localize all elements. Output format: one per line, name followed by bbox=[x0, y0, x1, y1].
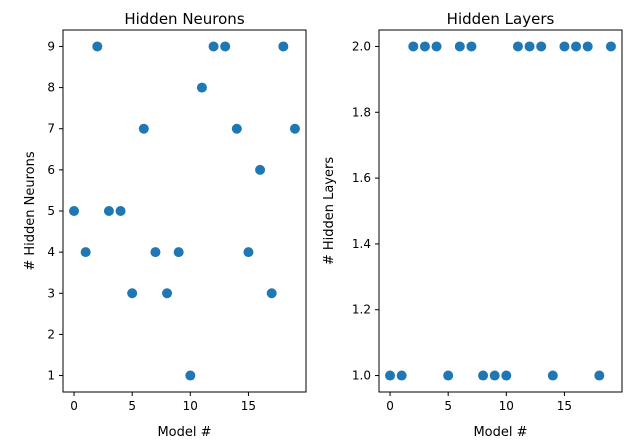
data-point bbox=[466, 41, 477, 52]
x-tick-label: 10 bbox=[183, 399, 198, 413]
y-tick-label: 7 bbox=[47, 122, 55, 136]
y-tick-label: 1.4 bbox=[352, 237, 371, 251]
hidden-neurons-chart: 0 5 10 15 1 2 3 4 5 6 7 8 9 Hidden Neurons Model # # Hi… bbox=[23, 10, 307, 440]
x-tick-label: 5 bbox=[444, 399, 452, 413]
data-point bbox=[115, 206, 126, 216]
y-tick-label: 2.0 bbox=[352, 39, 371, 53]
data-point bbox=[196, 82, 207, 93]
x-axis-label: Model # bbox=[157, 425, 211, 440]
plot-frame bbox=[62, 29, 307, 393]
data-point bbox=[266, 288, 277, 299]
data-point bbox=[127, 288, 138, 299]
data-point bbox=[162, 288, 173, 299]
data-point bbox=[278, 41, 289, 52]
hidden-layers-chart: 0 5 10 15 1.0 1.2 1.4 1.6 1.8 2.0 Hidden Layers Mod… bbox=[322, 10, 623, 440]
x-tick-label: 5 bbox=[128, 399, 136, 413]
x-tick-label: 15 bbox=[241, 399, 256, 413]
plot-frame bbox=[378, 29, 623, 393]
data-point bbox=[524, 41, 535, 52]
y-tick-label: 4 bbox=[47, 245, 55, 259]
data-point bbox=[454, 41, 465, 52]
data-point bbox=[208, 41, 219, 52]
data-point bbox=[501, 370, 512, 381]
data-point bbox=[431, 41, 442, 52]
y-tick-label: 6 bbox=[47, 163, 55, 177]
data-point bbox=[185, 370, 196, 381]
data-point bbox=[512, 41, 523, 52]
x-tick-label: 15 bbox=[557, 399, 572, 413]
y-tick-label: 1.2 bbox=[352, 303, 371, 317]
chart-title: Hidden Layers bbox=[447, 10, 555, 28]
x-tick-label: 0 bbox=[70, 399, 78, 413]
data-point bbox=[173, 247, 184, 258]
data-point bbox=[69, 206, 80, 216]
data-point bbox=[138, 123, 149, 134]
data-point bbox=[231, 123, 242, 134]
y-tick-label: 5 bbox=[47, 204, 55, 218]
data-point bbox=[536, 41, 547, 52]
chart-title: Hidden Neurons bbox=[124, 10, 244, 28]
data-point bbox=[396, 370, 407, 381]
x-axis-label: Model # bbox=[473, 425, 527, 440]
data-point bbox=[385, 370, 396, 381]
data-point bbox=[571, 41, 582, 52]
data-point bbox=[220, 41, 231, 52]
data-point bbox=[489, 370, 500, 381]
x-tick-label: 10 bbox=[499, 399, 514, 413]
data-point bbox=[594, 370, 605, 381]
data-point bbox=[150, 247, 161, 258]
data-point bbox=[582, 41, 593, 52]
data-point bbox=[103, 206, 114, 216]
data-point bbox=[419, 41, 430, 52]
x-tick-label: 0 bbox=[386, 399, 394, 413]
data-point bbox=[80, 247, 91, 258]
y-tick-label: 1.8 bbox=[352, 105, 371, 119]
y-tick-label: 9 bbox=[47, 39, 55, 53]
data-point bbox=[92, 41, 103, 52]
data-point bbox=[559, 41, 570, 52]
data-point bbox=[289, 123, 300, 134]
data-point bbox=[605, 41, 616, 52]
y-axis-label: # Hidden Layers bbox=[322, 157, 337, 266]
data-point bbox=[255, 164, 266, 175]
y-tick-label: 1.0 bbox=[352, 369, 371, 383]
y-tick-label: 8 bbox=[47, 81, 55, 95]
y-axis-label: # Hidden Neurons bbox=[23, 151, 38, 270]
y-tick-label: 3 bbox=[47, 286, 55, 300]
y-tick-label: 1.6 bbox=[352, 171, 371, 185]
data-point bbox=[547, 370, 558, 381]
y-tick-label: 2 bbox=[47, 327, 55, 341]
data-point bbox=[443, 370, 454, 381]
data-point bbox=[243, 247, 254, 258]
data-point bbox=[478, 370, 489, 381]
y-tick-label: 1 bbox=[47, 369, 55, 383]
data-point bbox=[408, 41, 419, 52]
